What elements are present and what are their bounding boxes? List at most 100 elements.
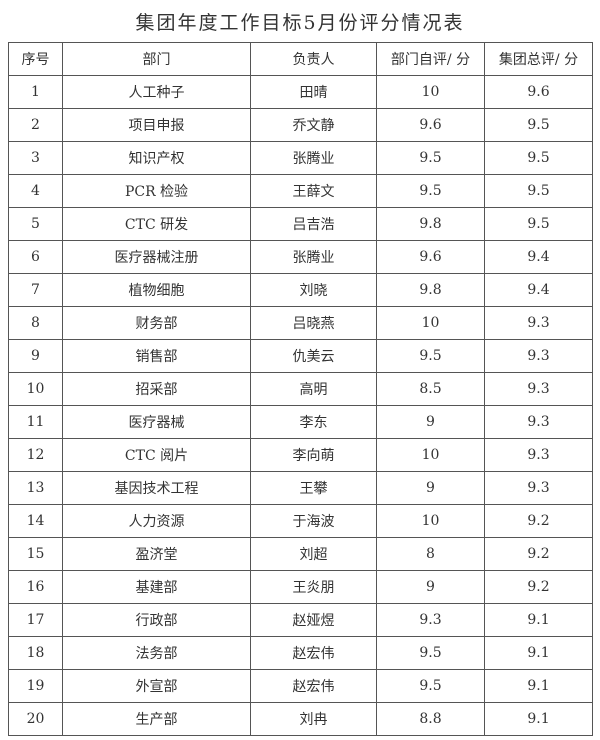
department-cell: 基建部 [62, 570, 251, 604]
owner-cell: 于海波 [250, 504, 377, 538]
index-cell: 5 [8, 207, 63, 241]
owner-cell: 刘冉 [250, 702, 377, 736]
self-score-cell: 10 [376, 504, 485, 538]
department-cell: 医疗器械注册 [62, 240, 251, 274]
group-score-cell: 9.3 [484, 471, 593, 505]
owner-cell: 李向萌 [250, 438, 377, 472]
table-row: 5 CTC 研发 吕吉浩 9.8 9.5 [8, 207, 593, 241]
self-score-cell: 8.8 [376, 702, 485, 736]
self-score-cell: 9 [376, 471, 485, 505]
department-cell: 医疗器械 [62, 405, 251, 439]
department-cell: 基因技术工程 [62, 471, 251, 505]
group-score-cell: 9.5 [484, 108, 593, 142]
table-row: 20 生产部 刘冉 8.8 9.1 [8, 702, 593, 736]
table-header-row: 序号 部门 负责人 部门自评/ 分 集团总评/ 分 [8, 42, 593, 76]
self-score-cell: 9.5 [376, 669, 485, 703]
owner-cell: 王薛文 [250, 174, 377, 208]
self-score-cell: 9.6 [376, 240, 485, 274]
table-row: 19 外宣部 赵宏伟 9.5 9.1 [8, 669, 593, 703]
table-row: 12 CTC 阅片 李向萌 10 9.3 [8, 438, 593, 472]
index-cell: 4 [8, 174, 63, 208]
index-cell: 18 [8, 636, 63, 670]
owner-cell: 王炎朋 [250, 570, 377, 604]
owner-cell: 李东 [250, 405, 377, 439]
table-row: 3 知识产权 张腾业 9.5 9.5 [8, 141, 593, 175]
department-cell: CTC 阅片 [62, 438, 251, 472]
group-score-cell: 9.1 [484, 702, 593, 736]
self-score-cell: 9.5 [376, 141, 485, 175]
group-score-cell: 9.2 [484, 537, 593, 571]
group-score-cell: 9.2 [484, 504, 593, 538]
table-row: 7 植物细胞 刘晓 9.8 9.4 [8, 273, 593, 307]
owner-cell: 刘超 [250, 537, 377, 571]
department-cell: 生产部 [62, 702, 251, 736]
self-score-cell: 9.5 [376, 339, 485, 373]
department-cell: 行政部 [62, 603, 251, 637]
group-score-cell: 9.4 [484, 240, 593, 274]
owner-cell: 田晴 [250, 75, 377, 109]
group-score-cell: 9.5 [484, 174, 593, 208]
table-row: 15 盈济堂 刘超 8 9.2 [8, 537, 593, 571]
self-score-cell: 9.6 [376, 108, 485, 142]
owner-cell: 赵娅煜 [250, 603, 377, 637]
index-cell: 6 [8, 240, 63, 274]
self-score-cell: 9.3 [376, 603, 485, 637]
table-row: 2 项目申报 乔文静 9.6 9.5 [8, 108, 593, 142]
group-score-cell: 9.3 [484, 405, 593, 439]
department-cell: 盈济堂 [62, 537, 251, 571]
owner-cell: 仇美云 [250, 339, 377, 373]
self-score-cell: 9.5 [376, 636, 485, 670]
index-cell: 3 [8, 141, 63, 175]
index-cell: 1 [8, 75, 63, 109]
group-score-cell: 9.5 [484, 141, 593, 175]
group-score-cell: 9.5 [484, 207, 593, 241]
table-row: 4 PCR 检验 王薛文 9.5 9.5 [8, 174, 593, 208]
self-score-cell: 9.5 [376, 174, 485, 208]
self-score-cell: 10 [376, 306, 485, 340]
owner-cell: 乔文静 [250, 108, 377, 142]
self-score-cell: 8.5 [376, 372, 485, 406]
index-cell: 20 [8, 702, 63, 736]
self-score-cell: 9 [376, 570, 485, 604]
group-score-cell: 9.3 [484, 306, 593, 340]
table-row: 8 财务部 吕晓燕 10 9.3 [8, 306, 593, 340]
index-cell: 13 [8, 471, 63, 505]
table-row: 6 医疗器械注册 张腾业 9.6 9.4 [8, 240, 593, 274]
department-cell: 人工种子 [62, 75, 251, 109]
department-cell: 知识产权 [62, 141, 251, 175]
department-cell: 招采部 [62, 372, 251, 406]
header-index: 序号 [8, 42, 63, 76]
department-cell: PCR 检验 [62, 174, 251, 208]
group-score-cell: 9.1 [484, 636, 593, 670]
index-cell: 8 [8, 306, 63, 340]
group-score-cell: 9.3 [484, 372, 593, 406]
owner-cell: 吕吉浩 [250, 207, 377, 241]
owner-cell: 王攀 [250, 471, 377, 505]
owner-cell: 张腾业 [250, 240, 377, 274]
self-score-cell: 10 [376, 75, 485, 109]
department-cell: 法务部 [62, 636, 251, 670]
index-cell: 14 [8, 504, 63, 538]
index-cell: 12 [8, 438, 63, 472]
index-cell: 11 [8, 405, 63, 439]
group-score-cell: 9.4 [484, 273, 593, 307]
department-cell: 外宣部 [62, 669, 251, 703]
page-title: 集团年度工作目标5月份评分情况表 [135, 12, 465, 34]
owner-cell: 吕晓燕 [250, 306, 377, 340]
table-row: 10 招采部 高明 8.5 9.3 [8, 372, 593, 406]
header-owner: 负责人 [250, 42, 377, 76]
department-cell: 销售部 [62, 339, 251, 373]
self-score-cell: 8 [376, 537, 485, 571]
group-score-cell: 9.2 [484, 570, 593, 604]
index-cell: 16 [8, 570, 63, 604]
index-cell: 17 [8, 603, 63, 637]
index-cell: 2 [8, 108, 63, 142]
owner-cell: 高明 [250, 372, 377, 406]
table-row: 14 人力资源 于海波 10 9.2 [8, 504, 593, 538]
owner-cell: 赵宏伟 [250, 669, 377, 703]
group-score-cell: 9.3 [484, 339, 593, 373]
table-row: 17 行政部 赵娅煜 9.3 9.1 [8, 603, 593, 637]
score-table: 序号 部门 负责人 部门自评/ 分 集团总评/ 分 1 人工种子 田晴 10 9.6 2 项… [8, 42, 593, 736]
group-score-cell: 9.1 [484, 669, 593, 703]
department-cell: CTC 研发 [62, 207, 251, 241]
